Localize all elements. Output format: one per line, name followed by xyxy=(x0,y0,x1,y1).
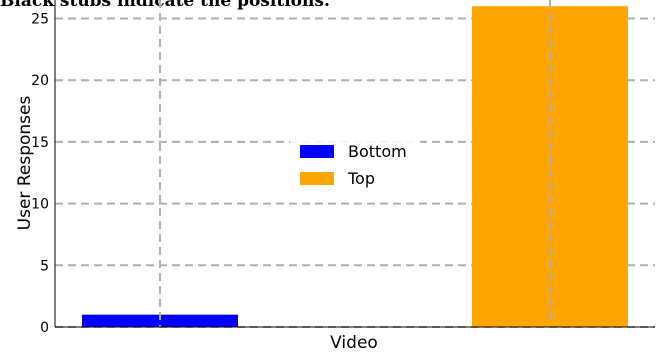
bar-bottom xyxy=(82,314,238,327)
legend-swatch-top xyxy=(300,172,334,185)
legend-label-bottom: Bottom xyxy=(348,142,407,161)
legend: Bottom Top xyxy=(290,133,420,195)
y-tick-label: 0 xyxy=(40,320,49,336)
axes xyxy=(54,0,655,328)
y-axis-title: User Responses xyxy=(15,96,35,231)
vertical-grid-lines xyxy=(159,0,551,327)
y-tick-label: 15 xyxy=(31,135,49,151)
y-tick-label: 10 xyxy=(31,197,49,213)
y-tick-label: 25 xyxy=(31,12,49,28)
legend-swatch-bottom xyxy=(300,145,334,158)
y-tick-label: 20 xyxy=(31,73,49,89)
x-axis-title: Video xyxy=(330,333,378,352)
legend-label-top: Top xyxy=(347,169,375,188)
y-ticks: 0 5 10 15 20 25 xyxy=(31,12,49,336)
figure-caption: Black stubs indicate the positions. xyxy=(0,0,330,11)
y-tick-label: 5 xyxy=(40,258,49,274)
